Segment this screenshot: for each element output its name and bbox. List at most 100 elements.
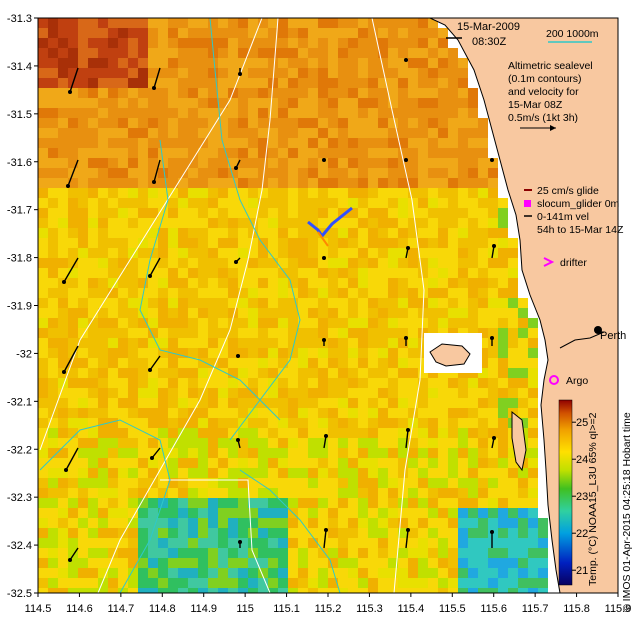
- sst-cell: [288, 108, 298, 118]
- argo-label: Argo: [566, 375, 588, 387]
- sst-cell: [518, 338, 528, 348]
- sst-cell: [438, 298, 448, 308]
- sst-cell: [338, 398, 348, 408]
- sst-cell: [308, 448, 318, 458]
- sst-cell: [168, 108, 178, 118]
- sst-cell: [168, 488, 178, 498]
- sst-cell: [128, 518, 138, 528]
- sst-cell: [188, 288, 198, 298]
- altimetry-line-1: Altimetric sealevel: [508, 60, 593, 72]
- sst-cell: [338, 38, 348, 48]
- sst-cell: [348, 88, 358, 98]
- sst-cell: [438, 238, 448, 248]
- sst-cell: [248, 248, 258, 258]
- sst-cell: [428, 88, 438, 98]
- sst-cell: [358, 118, 368, 128]
- sst-cell: [198, 408, 208, 418]
- sst-cell: [198, 548, 208, 558]
- sst-cell: [158, 508, 168, 518]
- sst-cell: [138, 318, 148, 328]
- sst-cell: [418, 368, 428, 378]
- sst-cell: [408, 388, 418, 398]
- sst-cell: [448, 298, 458, 308]
- sst-cell: [48, 388, 58, 398]
- sst-cell: [398, 558, 408, 568]
- sst-cell: [138, 588, 148, 593]
- velocity-arrow-head: [492, 436, 496, 440]
- sst-cell: [328, 328, 338, 338]
- sst-cell: [268, 18, 278, 28]
- sst-cell: [368, 58, 378, 68]
- sst-cell: [288, 278, 298, 288]
- sst-cell: [168, 548, 178, 558]
- sst-cell: [458, 258, 468, 268]
- x-tick-label: 114.8: [149, 603, 176, 615]
- sst-cell: [128, 18, 138, 28]
- sst-cell: [108, 468, 118, 478]
- velocity-arrow-head: [234, 260, 238, 264]
- velocity-arrow-head: [234, 166, 238, 170]
- sst-cell: [118, 558, 128, 568]
- sst-cell: [168, 208, 178, 218]
- sst-cell: [358, 138, 368, 148]
- sst-cell: [498, 428, 508, 438]
- sst-cell: [348, 288, 358, 298]
- sst-cell: [528, 558, 538, 568]
- sst-cell: [168, 248, 178, 258]
- sst-cell: [408, 438, 418, 448]
- sst-cell: [338, 118, 348, 128]
- sst-cell: [208, 78, 218, 88]
- sst-cell: [298, 88, 308, 98]
- sst-cell: [378, 118, 388, 128]
- sst-cell: [178, 538, 188, 548]
- sst-cell: [418, 388, 428, 398]
- sst-cell: [128, 348, 138, 358]
- sst-cell: [238, 458, 248, 468]
- sst-cell: [218, 568, 228, 578]
- sst-cell: [338, 318, 348, 328]
- sst-cell: [108, 128, 118, 138]
- sst-cell: [308, 148, 318, 158]
- sst-cell: [338, 68, 348, 78]
- sst-cell: [318, 448, 328, 458]
- sst-cell: [58, 358, 68, 368]
- sst-cell: [478, 508, 488, 518]
- sst-cell: [78, 418, 88, 428]
- sst-cell: [358, 88, 368, 98]
- velocity-arrow-head: [238, 72, 242, 76]
- sst-cell: [58, 158, 68, 168]
- sst-cell: [38, 308, 48, 318]
- sst-cell: [188, 528, 198, 538]
- sst-cell: [248, 138, 258, 148]
- sst-cell: [38, 408, 48, 418]
- sst-cell: [488, 418, 498, 428]
- sst-cell: [228, 478, 238, 488]
- sst-cell: [78, 168, 88, 178]
- x-tick-label: 114.7: [107, 603, 134, 615]
- sst-cell: [448, 528, 458, 538]
- sst-cell: [148, 548, 158, 558]
- sst-cell: [238, 58, 248, 68]
- sst-cell: [468, 418, 478, 428]
- sst-cell: [488, 568, 498, 578]
- sst-cell: [148, 368, 158, 378]
- sst-cell: [418, 248, 428, 258]
- velocity-arrow: [491, 245, 495, 259]
- sst-cell: [108, 198, 118, 208]
- sst-cell: [188, 138, 198, 148]
- sst-cell: [468, 588, 478, 593]
- sst-cell: [38, 538, 48, 548]
- sst-cell: [358, 368, 368, 378]
- sst-cell: [278, 198, 288, 208]
- sst-cell: [278, 458, 288, 468]
- sst-cell: [298, 368, 308, 378]
- sst-cell: [178, 178, 188, 188]
- sst-cell: [228, 498, 238, 508]
- sst-cell: [238, 328, 248, 338]
- sst-cell: [478, 238, 488, 248]
- sst-cell: [298, 558, 308, 568]
- sst-cell: [528, 328, 538, 338]
- sst-cell: [238, 498, 248, 508]
- sst-cell: [168, 408, 178, 418]
- sst-cell: [188, 418, 198, 428]
